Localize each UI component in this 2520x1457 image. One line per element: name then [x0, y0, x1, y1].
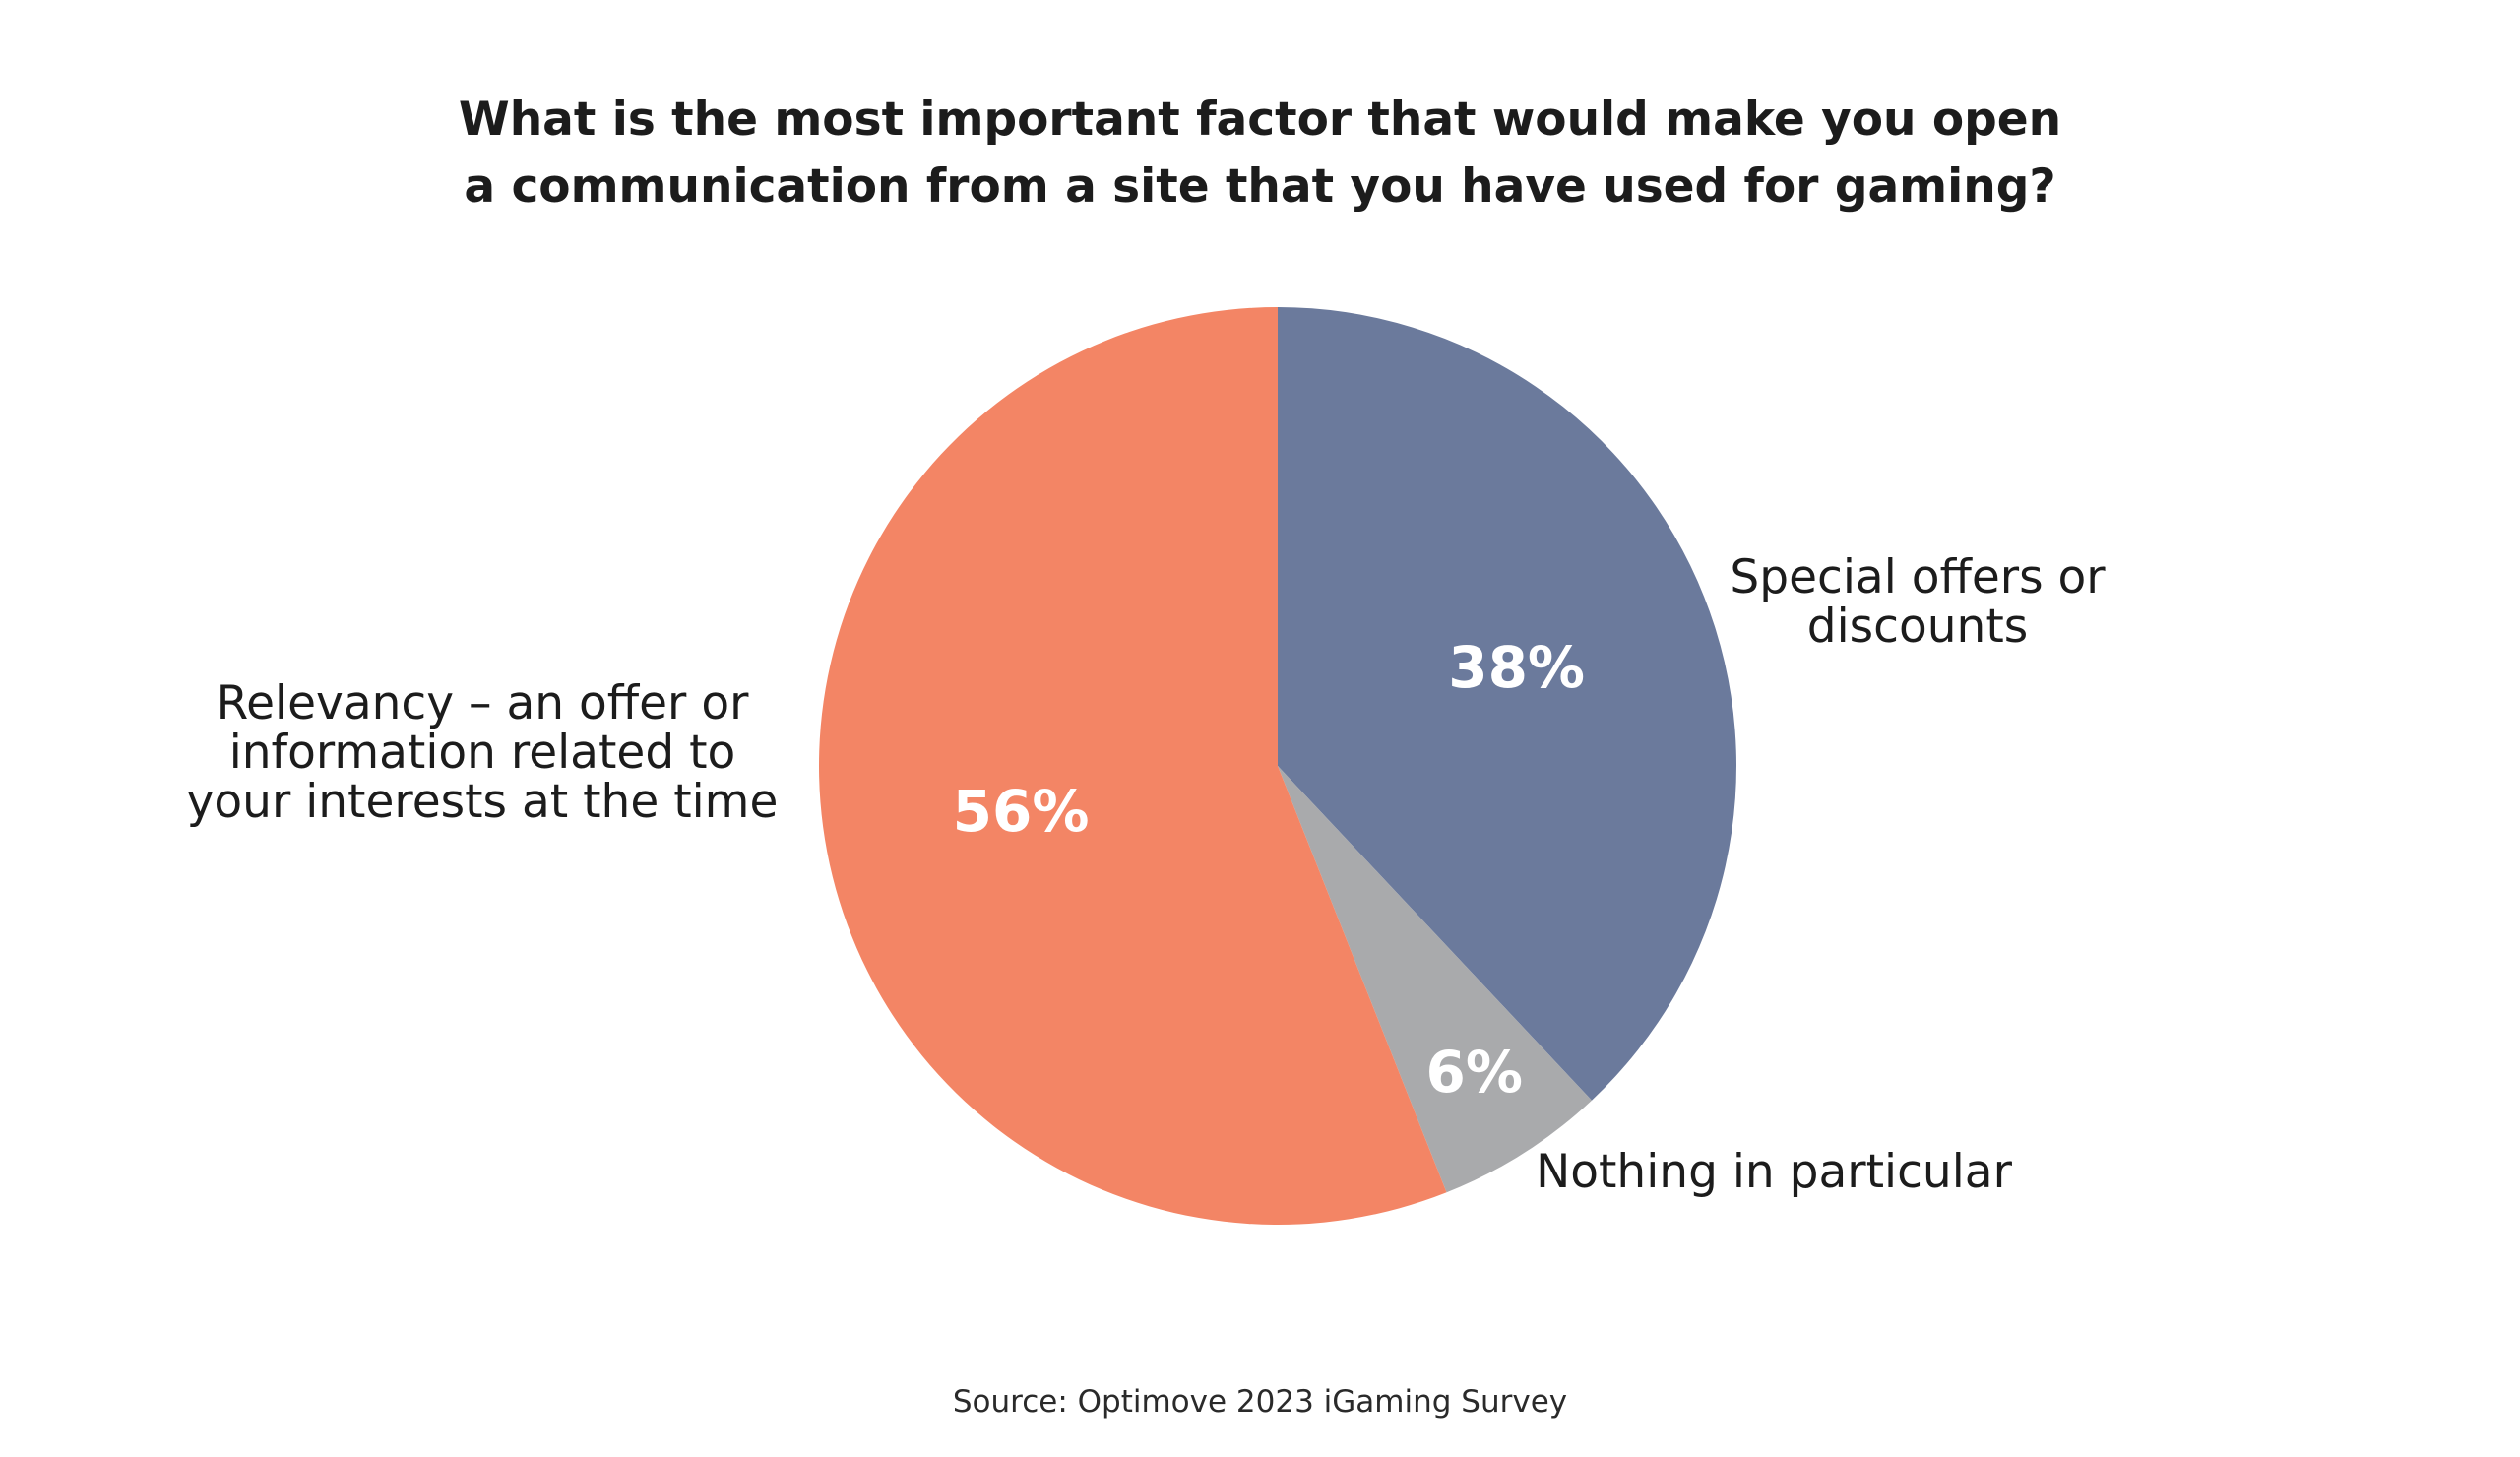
category-label-line: information related to: [229, 726, 736, 780]
pie-slices: [819, 307, 1736, 1225]
pie-category-labels: Special offers or discounts Nothing in par…: [187, 550, 2107, 1199]
pie-slice-category-label: Special offers or discounts: [1730, 550, 2106, 654]
pie-value-labels: 38% 6% 56%: [953, 634, 1585, 1106]
category-label-line: Special offers or: [1730, 550, 2106, 604]
pie-slice-value-label: 56%: [953, 778, 1090, 845]
chart-title-line-1: What is the most important factor that w…: [458, 93, 2062, 147]
pie-slice-category-label: Nothing in particular: [1536, 1145, 2012, 1199]
pie-slice-category-label: Relevancy – an offer or information relat…: [187, 676, 779, 829]
pie-slice-value-label: 38%: [1448, 634, 1585, 701]
source-note: Source: Optimove 2023 iGaming Survey: [952, 1384, 1568, 1420]
chart-title-line-2: a communication from a site that you hav…: [464, 159, 2056, 214]
pie-slice: [1278, 766, 1592, 1193]
pie-slice: [819, 307, 1447, 1225]
category-label-line: your interests at the time: [187, 775, 779, 829]
pie-slice-value-label: 6%: [1426, 1039, 1523, 1106]
chart-title: What is the most important factor that w…: [0, 87, 2520, 221]
category-label-line: discounts: [1807, 600, 2028, 654]
pie-slice: [1278, 307, 1736, 1101]
category-label-line: Nothing in particular: [1536, 1145, 2012, 1199]
category-label-line: Relevancy – an offer or: [217, 676, 749, 730]
